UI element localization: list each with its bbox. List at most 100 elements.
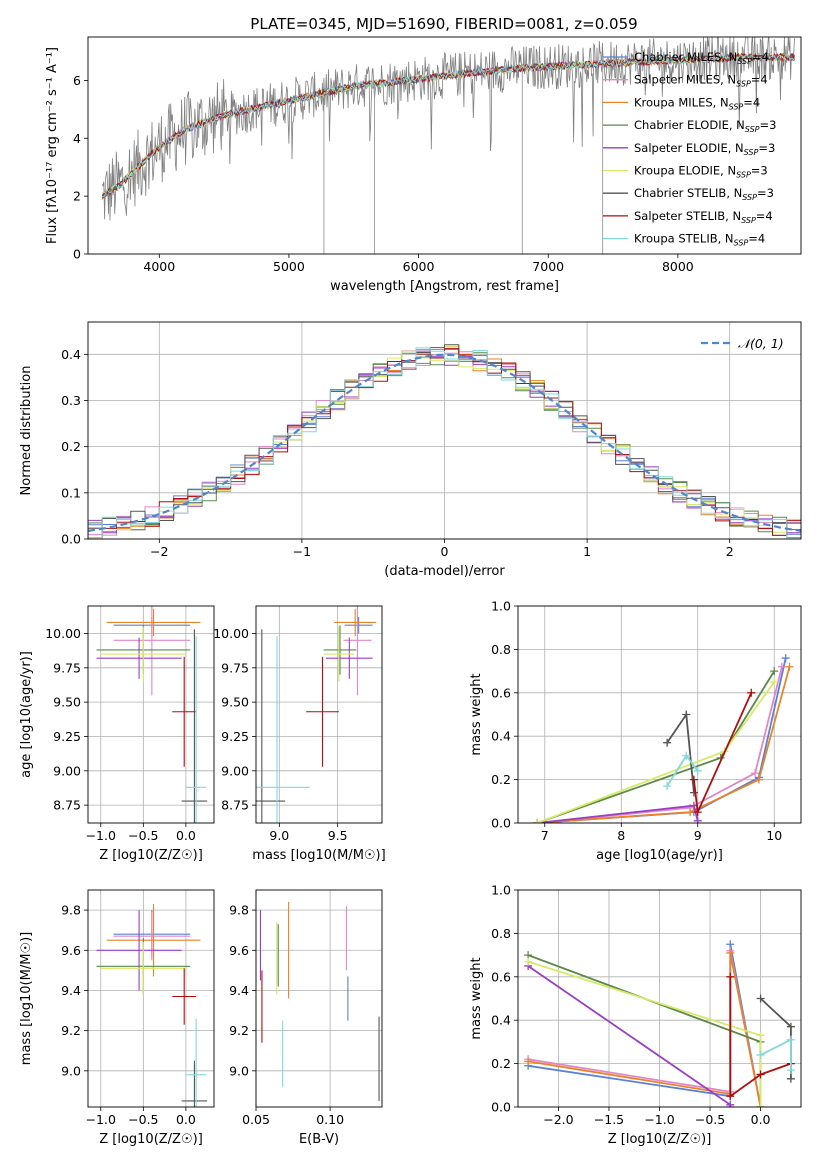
x-axis-label: Z [log10(Z/Z☉)] bbox=[608, 1132, 712, 1147]
y-axis-label: mass [log10(M/M☉)] bbox=[19, 932, 34, 1065]
legend-label: Salpeter STELIB, NSSP=4 bbox=[634, 209, 773, 225]
y-tick-label: 0.0 bbox=[491, 816, 511, 831]
y-axis-label: Flux [fλ10⁻¹⁷ erg cm⁻² s⁻¹ A⁻¹] bbox=[45, 47, 60, 244]
y-tick-label: 9.75 bbox=[53, 660, 81, 675]
y-tick-label: 9.6 bbox=[61, 943, 81, 958]
x-axis-label: Z [log10(Z/Z☉)] bbox=[99, 848, 203, 863]
data-point-marker bbox=[754, 775, 763, 784]
y-tick-label: 0.2 bbox=[491, 1056, 511, 1071]
series-line bbox=[537, 666, 783, 823]
data-point-marker bbox=[751, 769, 760, 778]
y-tick-label: 0.8 bbox=[491, 926, 511, 941]
x-tick-label: 9.5 bbox=[328, 828, 348, 843]
weight_vs_Z-plot-area bbox=[524, 940, 795, 1107]
residuals-plot-area bbox=[88, 344, 801, 539]
y-tick-label: 9.8 bbox=[61, 903, 81, 918]
x-tick-label: 1 bbox=[583, 544, 591, 559]
data-point-marker bbox=[756, 1031, 765, 1040]
data-point-marker bbox=[524, 957, 533, 966]
y-axis-label: mass weight bbox=[469, 957, 484, 1039]
weight_vs_age-panel: 7 8 9 10 0.0 0.2 0.4 0.6 0.8 1.0 age [log10(age/yr… bbox=[469, 599, 802, 863]
mass_vs_ebv-panel: 0.05 0.10 9.0 9.2 9.4 9.6 9.8 E(B-V) bbox=[229, 889, 383, 1147]
weight_vs_age-frame bbox=[517, 605, 802, 824]
y-tick-label: 9.6 bbox=[229, 943, 249, 958]
y-tick-label: 9.0 bbox=[229, 1063, 249, 1078]
y-tick-label: 0.6 bbox=[491, 969, 511, 984]
data-point-marker bbox=[524, 1057, 533, 1066]
y-tick-label: 4 bbox=[73, 131, 81, 146]
y-tick-label: 0.2 bbox=[61, 439, 81, 454]
histogram-step-line bbox=[88, 347, 801, 539]
x-tick-label: 0.0 bbox=[751, 1112, 771, 1127]
data-point-marker bbox=[756, 1050, 765, 1059]
data-point-marker bbox=[786, 1022, 795, 1031]
x-tick-label: 0.05 bbox=[242, 1112, 270, 1127]
x-tick-label: −2 bbox=[150, 544, 168, 559]
y-tick-label: 9.00 bbox=[53, 763, 81, 778]
y-tick-label: 0.4 bbox=[491, 1013, 511, 1028]
legend-label: Salpeter ELODIE, NSSP=3 bbox=[634, 141, 775, 157]
x-tick-label: 9.0 bbox=[269, 828, 289, 843]
x-tick-label: −0.5 bbox=[128, 1112, 158, 1127]
y-tick-label: 0.4 bbox=[491, 729, 511, 744]
series-line bbox=[536, 681, 775, 823]
data-point-marker bbox=[786, 1074, 795, 1083]
y-tick-label: 10.00 bbox=[45, 626, 81, 641]
figure-title: PLATE=0345, MJD=51690, FIBERID=0081, z=0… bbox=[250, 15, 637, 33]
data-point-marker bbox=[726, 972, 735, 981]
x-tick-label: −0.5 bbox=[695, 1112, 725, 1127]
age_vs_Z-frame bbox=[87, 605, 215, 824]
series-line bbox=[537, 666, 791, 823]
x-tick-label: −1.0 bbox=[644, 1112, 674, 1127]
y-tick-label: 8.75 bbox=[221, 798, 249, 813]
spectrum-plot-area bbox=[101, 37, 795, 254]
data-point-marker bbox=[756, 1103, 765, 1107]
mass_vs_Z-frame bbox=[87, 889, 215, 1108]
legend-label: Kroupa MILES, NSSP=4 bbox=[634, 95, 760, 111]
y-tick-label: 0.2 bbox=[491, 772, 511, 787]
y-axis-label: Normed distribution bbox=[19, 366, 34, 496]
data-point-marker bbox=[663, 782, 672, 791]
data-point-marker bbox=[747, 688, 756, 697]
x-tick-label: 7000 bbox=[532, 259, 564, 274]
data-point-marker bbox=[682, 751, 691, 760]
age_vs_Z-plot-area bbox=[96, 606, 208, 823]
y-tick-label: 9.00 bbox=[221, 763, 249, 778]
weight_vs_age-plot-area bbox=[533, 654, 794, 823]
y-tick-label: 2 bbox=[73, 189, 81, 204]
x-tick-label: 9 bbox=[694, 828, 702, 843]
y-tick-label: 9.2 bbox=[229, 1023, 249, 1038]
y-tick-label: 0.0 bbox=[61, 532, 81, 547]
data-point-marker bbox=[693, 766, 702, 775]
x-tick-label: 0.0 bbox=[176, 1112, 196, 1127]
y-tick-label: 0.6 bbox=[491, 685, 511, 700]
y-tick-label: 9.8 bbox=[229, 903, 249, 918]
age_vs_mass-plot-area bbox=[256, 606, 377, 823]
x-tick-label: −1 bbox=[293, 544, 311, 559]
data-point-marker bbox=[533, 819, 542, 823]
x-tick-label: 8000 bbox=[662, 259, 694, 274]
x-axis-label: (data-model)/error bbox=[384, 564, 505, 579]
x-axis-label: age [log10(age/yr)] bbox=[596, 848, 723, 863]
data-point-marker bbox=[663, 738, 672, 747]
y-tick-label: 9.4 bbox=[229, 983, 249, 998]
data-point-marker bbox=[726, 1103, 735, 1107]
y-tick-label: 0.0 bbox=[491, 1100, 511, 1115]
series-line bbox=[527, 960, 762, 1107]
legend-label: Chabrier MILES, NSSP=4 bbox=[634, 50, 769, 66]
x-axis-label: E(B-V) bbox=[299, 1132, 339, 1147]
legend-label: Chabrier STELIB, NSSP=3 bbox=[634, 186, 774, 202]
mass_vs_ebv-frame bbox=[255, 889, 383, 1108]
data-point-marker bbox=[786, 1066, 795, 1075]
x-tick-label: −1.0 bbox=[86, 1112, 116, 1127]
data-point-marker bbox=[726, 948, 735, 957]
data-point-marker bbox=[686, 808, 695, 817]
y-tick-label: 0.3 bbox=[61, 393, 81, 408]
x-axis-label: wavelength [Angstrom, rest frame] bbox=[330, 279, 559, 294]
y-tick-label: 9.50 bbox=[53, 695, 81, 710]
legend-label: Salpeter MILES, NSSP=4 bbox=[634, 73, 768, 89]
data-point-marker bbox=[777, 662, 786, 671]
data-point-marker bbox=[682, 710, 691, 719]
data-point-marker bbox=[689, 788, 698, 797]
